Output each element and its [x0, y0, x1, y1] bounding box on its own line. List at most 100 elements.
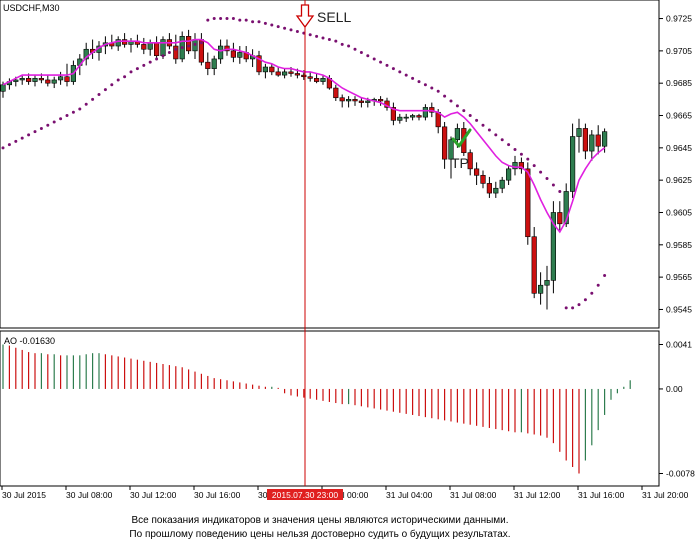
time-tick-label: 31 Jul 00:00 [322, 490, 369, 500]
sar-dot [423, 83, 427, 87]
sar-dot [308, 33, 312, 37]
candle-body [544, 280, 550, 286]
price-tick-label: 0.9705 [666, 46, 692, 56]
candle-body [45, 79, 51, 84]
sar-dot [244, 18, 248, 22]
sar-dot [193, 42, 197, 46]
price-tick-label: 0.9725 [666, 14, 692, 24]
sar-dot [468, 114, 472, 118]
sar-dot [411, 76, 415, 80]
candle-body [403, 116, 409, 119]
price-axis: 0.9725 0.9705 0.9685 0.9665 0.9645 0.9625 0.96… [659, 14, 692, 314]
candle-body [493, 187, 499, 194]
candle-body [51, 79, 57, 84]
sar-dot [78, 107, 82, 111]
sar-dot [71, 110, 75, 114]
candle-body [186, 36, 192, 52]
sar-dot [187, 44, 191, 48]
sar-dot [385, 63, 389, 67]
sar-dot [155, 57, 159, 61]
sar-dot [91, 97, 95, 101]
price-tick-label: 0.9565 [666, 272, 692, 282]
sar-dot [404, 73, 408, 77]
candle-body [154, 42, 160, 57]
sar-dot [7, 143, 11, 147]
sar-dot [225, 17, 229, 21]
price-tick-label: 0.9645 [666, 143, 692, 153]
marker-time-label: 2015.07.30 23:00 [272, 490, 338, 500]
candle-body [218, 45, 224, 60]
candle-body [422, 107, 429, 118]
sar-dot [321, 36, 325, 40]
sar-dot [532, 164, 536, 168]
sar-dot [436, 89, 440, 93]
candle-body [525, 168, 531, 238]
sar-dot [142, 63, 146, 67]
candle-body [57, 76, 64, 81]
price-tick-label: 0.9605 [666, 207, 692, 217]
candle-body [38, 78, 44, 81]
candle-body [25, 78, 32, 82]
candle-body [160, 39, 166, 57]
candle-body [550, 212, 556, 281]
sar-dot [583, 298, 587, 302]
candle-body [416, 115, 422, 118]
sar-dot [238, 18, 242, 22]
sar-dot [167, 50, 171, 54]
candle-body [377, 99, 384, 102]
moving-average-group [2, 38, 606, 234]
sar-dot [539, 170, 543, 174]
sar-dot [65, 114, 69, 118]
price-tick-label: 0.9545 [666, 304, 692, 314]
sar-dot [257, 20, 261, 24]
candle-body [307, 76, 313, 79]
candle-body [345, 99, 352, 102]
price-tick-label: 0.9685 [666, 78, 692, 88]
candle-body [294, 73, 301, 76]
time-tick-label: 30 Jul 08:00 [66, 490, 113, 500]
time-tick-label: 31 Jul 04:00 [386, 490, 433, 500]
candle-body [281, 71, 288, 76]
time-tick-label: 30 Jul 12:00 [130, 490, 177, 500]
candle-body [409, 115, 416, 118]
sar-dot [97, 93, 101, 97]
sar-dot [263, 21, 267, 25]
candle-body [441, 126, 448, 160]
sar-dot [379, 60, 383, 64]
sar-dot [545, 177, 549, 181]
sar-dot [507, 143, 511, 147]
candle-body [557, 212, 563, 225]
candle-body [582, 128, 588, 152]
candle-body [390, 107, 397, 121]
candle-body [531, 236, 537, 294]
sar-dot [558, 189, 562, 193]
candle-body [576, 128, 582, 137]
sar-dot [315, 34, 319, 38]
sar-dot [366, 54, 370, 58]
sar-dot [430, 86, 434, 90]
time-tick-label: 31 Jul 20:00 [642, 490, 689, 500]
ao-axis: 0.0041 0.00 -0.0078 [659, 340, 695, 478]
candle-body [589, 134, 595, 152]
sar-dot [571, 306, 575, 310]
candle-body [301, 74, 307, 78]
sar-dot [481, 123, 485, 127]
sar-dot [372, 57, 376, 61]
sar-dot [1, 146, 5, 150]
candle-body [211, 58, 217, 69]
price-tick-label: 0.9585 [666, 240, 692, 250]
candle-body [83, 48, 89, 60]
candle-body [147, 42, 153, 50]
candles-group [0, 29, 608, 310]
sar-dot [199, 41, 203, 45]
sar-dot [46, 123, 50, 127]
sar-dot [417, 80, 421, 84]
candle-body [32, 78, 38, 82]
sar-dot [494, 133, 498, 137]
sar-dot [161, 54, 165, 58]
sar-dot [103, 88, 107, 92]
sar-dot [526, 157, 530, 161]
candle-body [505, 168, 512, 181]
sar-dot [500, 138, 504, 142]
candle-body [537, 284, 544, 294]
